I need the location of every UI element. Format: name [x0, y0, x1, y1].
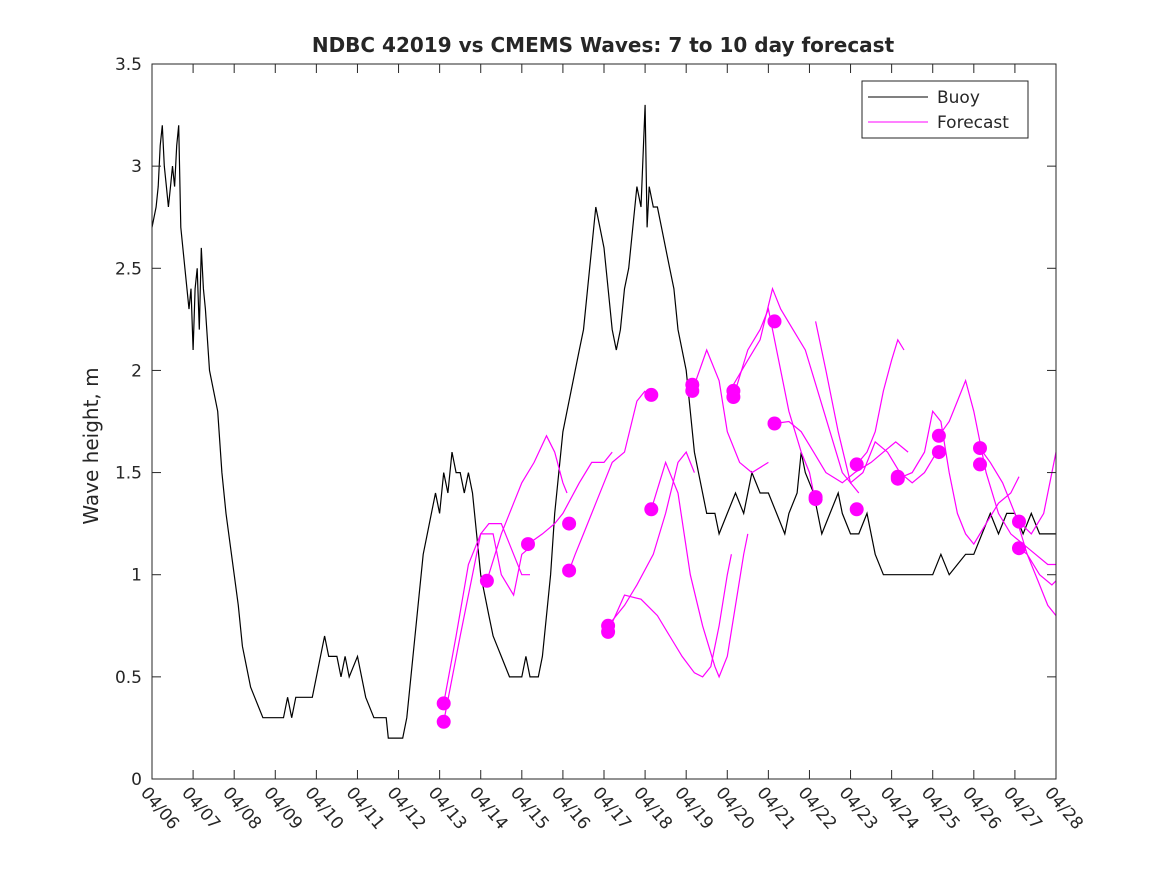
forecast-marker-25: [973, 457, 987, 472]
forecast-marker-26: [973, 441, 987, 456]
buoy-series: [151, 104, 1056, 739]
forecast-marker-23: [931, 445, 946, 460]
forecast-line-13: [815, 321, 938, 484]
forecast-line-18: [1018, 451, 1057, 535]
forecast-marker-6: [562, 516, 577, 531]
forecast-marker-8: [601, 618, 616, 633]
forecast-line-5: [568, 390, 646, 571]
forecast-line-12: [774, 420, 909, 484]
y-tick-label: 3: [131, 157, 142, 177]
forecast-line-3: [486, 434, 568, 581]
y-axis: 0 0.5 1 1.5 2 2.5 3 3.5: [115, 55, 1056, 790]
y-tick-label: 3.5: [115, 55, 142, 75]
legend-buoy-label: Buoy: [937, 88, 980, 108]
forecast-line-14: [856, 338, 905, 465]
buoy-line: [151, 104, 1056, 739]
forecast-line-2: [443, 522, 530, 704]
legend-box: [861, 80, 1029, 139]
y-tick-label: 1: [131, 566, 142, 586]
forecast-marker-20: [849, 457, 864, 472]
forecast-line-4: [527, 451, 613, 545]
forecast-marker-1: [436, 714, 451, 729]
forecast-series-group: [443, 286, 1057, 722]
chart-title: NDBC 42019 vs CMEMS Waves: 7 to 10 day f…: [312, 33, 895, 57]
y-tick-label: 2: [131, 361, 142, 381]
forecast-line-6: [607, 450, 695, 627]
y-axis-label: Wave height, m: [79, 367, 103, 524]
forecast-marker-27: [1012, 541, 1026, 556]
forecast-marker-22: [890, 469, 905, 484]
forecast-marker-9: [644, 502, 659, 517]
forecast-line-16: [938, 378, 1056, 566]
forecast-marker-10: [644, 387, 659, 402]
forecast-line-9: [691, 348, 769, 474]
forecast-markers: [436, 314, 1026, 729]
forecast-marker-5: [562, 563, 577, 578]
forecast-marker-4: [521, 537, 535, 552]
forecast-line-7: [607, 554, 732, 678]
forecast-line-11: [732, 286, 860, 494]
plot-area: [151, 104, 1057, 739]
forecast-marker-18: [808, 490, 823, 505]
forecast-line-17: [979, 447, 1057, 586]
legend: Buoy Forecast: [861, 80, 1029, 139]
forecast-marker-16: [767, 314, 782, 329]
forecast-marker-15: [767, 416, 782, 431]
y-tick-label: 0: [131, 770, 142, 790]
forecast-marker-2: [436, 696, 451, 711]
legend-forecast-label: Forecast: [937, 113, 1009, 133]
y-tick-label: 2.5: [115, 259, 142, 279]
forecast-marker-12: [685, 377, 700, 392]
y-tick-label: 1.5: [115, 464, 142, 484]
forecast-line-10: [732, 307, 815, 494]
forecast-marker-14: [726, 383, 741, 398]
forecast-line-15: [897, 409, 1020, 546]
forecast-marker-3: [479, 573, 494, 588]
forecast-marker-19: [849, 502, 864, 517]
forecast-marker-24: [931, 428, 946, 443]
forecast-line-8: [650, 460, 749, 679]
y-tick-label: 0.5: [115, 668, 142, 688]
forecast-marker-28: [1012, 514, 1026, 529]
